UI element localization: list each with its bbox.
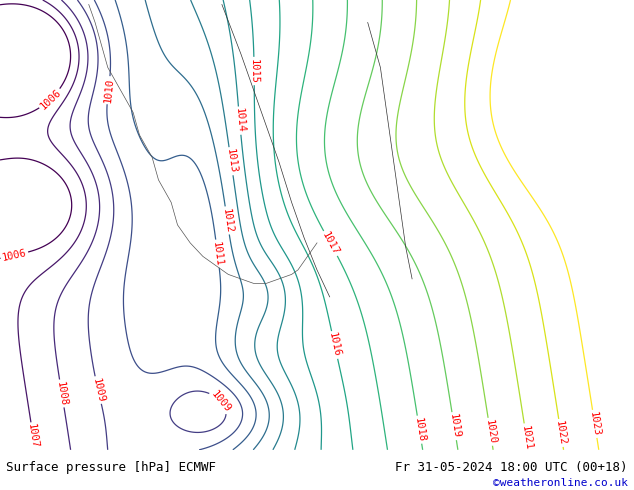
Text: 1006: 1006 bbox=[38, 87, 63, 111]
Text: 1015: 1015 bbox=[249, 58, 259, 84]
Text: 1014: 1014 bbox=[233, 108, 246, 133]
Text: 1007: 1007 bbox=[26, 423, 40, 449]
Text: Surface pressure [hPa] ECMWF: Surface pressure [hPa] ECMWF bbox=[6, 461, 216, 474]
Polygon shape bbox=[330, 126, 380, 261]
Text: 1012: 1012 bbox=[221, 207, 234, 234]
Polygon shape bbox=[0, 211, 203, 450]
Text: 1010: 1010 bbox=[102, 77, 115, 103]
Text: Fr 31-05-2024 18:00 UTC (00+18): Fr 31-05-2024 18:00 UTC (00+18) bbox=[395, 461, 628, 474]
Text: 1019: 1019 bbox=[447, 413, 461, 439]
Polygon shape bbox=[0, 0, 171, 450]
Text: 1018: 1018 bbox=[413, 416, 427, 443]
Text: 1013: 1013 bbox=[224, 148, 238, 174]
Text: 1022: 1022 bbox=[554, 420, 568, 446]
Text: 1023: 1023 bbox=[588, 411, 602, 437]
Text: 1021: 1021 bbox=[519, 424, 533, 450]
Text: ©weatheronline.co.uk: ©weatheronline.co.uk bbox=[493, 478, 628, 488]
Text: 1009: 1009 bbox=[91, 377, 106, 403]
Text: 1017: 1017 bbox=[320, 230, 341, 257]
Text: 1006: 1006 bbox=[1, 247, 28, 263]
Polygon shape bbox=[190, 270, 349, 369]
Text: 1020: 1020 bbox=[483, 418, 497, 445]
Text: 1008: 1008 bbox=[55, 380, 68, 407]
Text: 1011: 1011 bbox=[211, 241, 224, 267]
Text: 1016: 1016 bbox=[327, 332, 342, 358]
Text: 1009: 1009 bbox=[209, 389, 233, 414]
